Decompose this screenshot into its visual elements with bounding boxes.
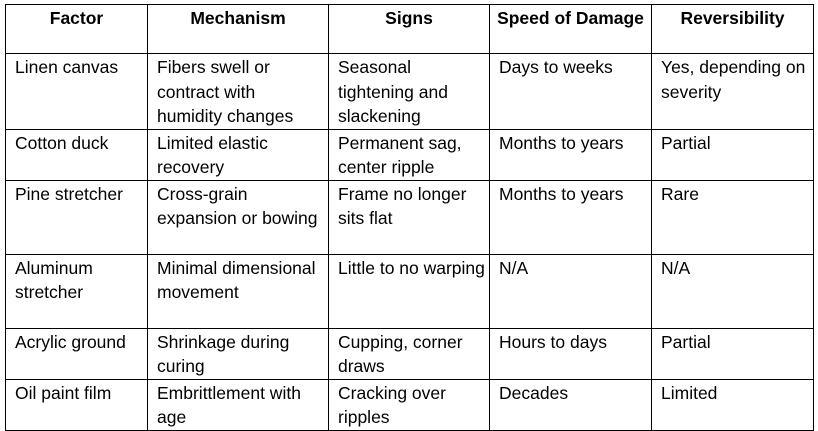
header-factor: Factor	[5, 4, 148, 54]
cell-signs: Permanent sag, center ripple	[328, 128, 490, 181]
header-speed-of-damage: Speed of Damage	[489, 4, 652, 54]
header-mechanism: Mechanism	[147, 4, 329, 54]
cell-reversibility: Limited	[651, 378, 814, 431]
cell-speed: Months to years	[489, 128, 652, 181]
table-row: Aluminum stretcher Minimal dimensional m…	[5, 253, 814, 329]
cell-mechanism: Embrittlement with age	[147, 378, 329, 431]
cell-factor: Linen canvas	[5, 53, 148, 130]
cell-factor: Oil paint film	[5, 378, 148, 431]
cell-speed: Hours to days	[489, 327, 652, 380]
cell-mechanism: Minimal dimensional movement	[147, 253, 329, 329]
table-row: Pine stretcher Cross-grain expansion or …	[5, 179, 814, 255]
cell-mechanism: Fibers swell or contract with humidity c…	[147, 53, 329, 130]
table-row: Oil paint film Embrittlement with age Cr…	[5, 378, 814, 431]
cell-factor: Cotton duck	[5, 128, 148, 181]
table-row: Cotton duck Limited elastic recovery Per…	[5, 128, 814, 181]
cell-reversibility: Rare	[651, 179, 814, 255]
cell-signs: Seasonal tightening and slackening	[328, 53, 490, 130]
cell-speed: Months to years	[489, 179, 652, 255]
data-table: Factor Mechanism Signs Speed of Damage R…	[5, 4, 814, 431]
cell-reversibility: Partial	[651, 327, 814, 380]
cell-signs: Cracking over ripples	[328, 378, 490, 431]
table-row: Acrylic ground Shrinkage during curing C…	[5, 327, 814, 380]
cell-factor: Pine stretcher	[5, 179, 148, 255]
cell-mechanism: Limited elastic recovery	[147, 128, 329, 181]
cell-speed: Decades	[489, 378, 652, 431]
cell-speed: N/A	[489, 253, 652, 329]
cell-reversibility: Yes, depending on severity	[651, 53, 814, 130]
cell-mechanism: Cross-grain expansion or bowing	[147, 179, 329, 255]
header-reversibility: Reversibility	[651, 4, 814, 54]
cell-factor: Acrylic ground	[5, 327, 148, 380]
cell-signs: Frame no longer sits flat	[328, 179, 490, 255]
header-signs: Signs	[328, 4, 490, 54]
cell-reversibility: N/A	[651, 253, 814, 329]
cell-speed: Days to weeks	[489, 53, 652, 130]
cell-signs: Little to no warping	[328, 253, 490, 329]
table-row: Linen canvas Fibers swell or contract wi…	[5, 53, 814, 130]
cell-reversibility: Partial	[651, 128, 814, 181]
header-row: Factor Mechanism Signs Speed of Damage R…	[5, 4, 814, 54]
cell-factor: Aluminum stretcher	[5, 253, 148, 329]
cell-mechanism: Shrinkage during curing	[147, 327, 329, 380]
cell-signs: Cupping, corner draws	[328, 327, 490, 380]
